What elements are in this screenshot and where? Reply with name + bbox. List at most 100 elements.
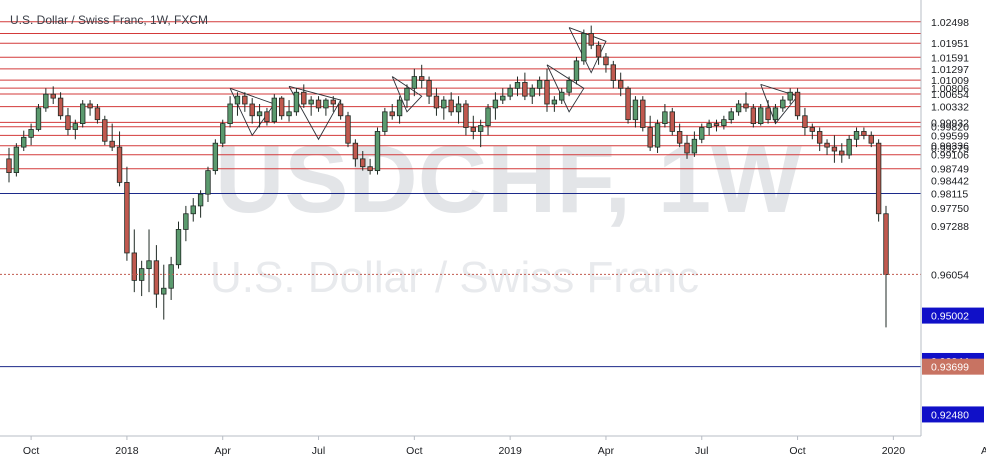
candle-body[interactable] [735, 103, 742, 113]
candle-body[interactable] [448, 99, 454, 113]
candle-body[interactable] [507, 87, 513, 97]
candle-body[interactable] [426, 80, 432, 97]
candle-body[interactable] [367, 166, 373, 172]
candle-body[interactable] [212, 142, 219, 172]
candle-body[interactable] [728, 111, 734, 121]
candle-body[interactable] [839, 150, 845, 156]
candle-body[interactable] [669, 111, 675, 132]
candle-body[interactable] [721, 119, 727, 126]
candle-body[interactable] [706, 123, 712, 128]
candle-body[interactable] [80, 103, 86, 124]
candle-body[interactable] [175, 229, 182, 266]
candle-body[interactable] [787, 91, 793, 101]
candle-body[interactable] [396, 99, 403, 117]
candle-body[interactable] [13, 146, 20, 173]
candle-body[interactable] [676, 131, 683, 144]
candle-body[interactable] [161, 287, 167, 295]
candle-body[interactable] [308, 99, 314, 105]
candle-body[interactable] [758, 107, 764, 124]
candle-body[interactable] [595, 44, 602, 58]
candle-body[interactable] [470, 127, 476, 132]
candle-body[interactable] [404, 87, 410, 101]
candle-body[interactable] [220, 123, 226, 144]
candle-body[interactable] [124, 181, 130, 254]
candle-body[interactable] [109, 140, 115, 148]
candle-body[interactable] [640, 99, 646, 128]
candle-body[interactable] [389, 111, 395, 117]
candle-body[interactable] [72, 123, 79, 130]
candle-body[interactable] [573, 60, 580, 81]
candle-body[interactable] [463, 103, 469, 128]
candle-body[interactable] [102, 119, 108, 142]
candle-body[interactable] [197, 193, 204, 207]
candle-body[interactable] [293, 91, 300, 113]
candle-body[interactable] [868, 134, 874, 144]
candle-body[interactable] [632, 99, 639, 121]
candle-body[interactable] [875, 142, 882, 215]
candle-body[interactable] [183, 213, 189, 230]
candle-body[interactable] [853, 131, 860, 140]
candle-body[interactable] [168, 264, 174, 289]
candle-body[interactable] [662, 111, 668, 124]
candle-body[interactable] [360, 158, 366, 168]
candle-body[interactable] [551, 99, 558, 105]
candle-body[interactable] [153, 260, 160, 295]
candle-body[interactable] [536, 80, 543, 89]
candle-body[interactable] [816, 131, 823, 144]
candle-body[interactable] [765, 107, 771, 121]
candle-body[interactable] [6, 158, 12, 173]
candle-body[interactable] [352, 142, 359, 160]
candle-body[interactable] [691, 138, 698, 154]
candle-body[interactable] [713, 123, 720, 126]
candle-body[interactable] [831, 146, 838, 152]
candle-body[interactable] [205, 170, 211, 195]
candle-body[interactable] [522, 82, 528, 97]
candle-body[interactable] [256, 111, 263, 117]
candle-body[interactable] [131, 252, 137, 281]
candle-body[interactable] [382, 111, 388, 132]
candle-body[interactable] [581, 33, 587, 62]
candle-body[interactable] [477, 125, 484, 132]
candle-body[interactable] [654, 123, 661, 148]
candle-body[interactable] [824, 142, 830, 148]
candle-body[interactable] [345, 115, 351, 144]
candle-body[interactable] [500, 95, 506, 101]
candle-body[interactable] [249, 103, 255, 117]
candle-body[interactable] [146, 260, 152, 270]
candle-body[interactable] [544, 80, 550, 105]
candle-body[interactable] [514, 82, 521, 89]
candle-body[interactable] [190, 205, 196, 215]
price-axis[interactable]: 1.02498 1.01951 1.015911.012971.010091.008… [922, 17, 984, 423]
candle-body[interactable] [625, 87, 631, 121]
candle-body[interactable] [28, 129, 34, 138]
candle-body[interactable] [647, 127, 653, 148]
candle-body[interactable] [433, 95, 440, 109]
candle-body[interactable] [315, 99, 322, 109]
candle-body[interactable] [743, 103, 749, 109]
candle-body[interactable] [588, 33, 594, 46]
candle-body[interactable] [411, 76, 418, 89]
candle-body[interactable] [529, 87, 535, 97]
candle-body[interactable] [286, 111, 292, 117]
candle-body[interactable] [610, 64, 617, 81]
candle-body[interactable] [603, 56, 609, 66]
candle-body[interactable] [87, 103, 93, 109]
candle-body[interactable] [43, 93, 49, 109]
candle-body[interactable] [301, 91, 307, 105]
candle-body[interactable] [264, 111, 270, 123]
candle-body[interactable] [802, 115, 808, 128]
candle-body[interactable] [883, 213, 889, 275]
candle-body[interactable] [65, 115, 71, 130]
candle-body[interactable] [94, 107, 101, 121]
candles[interactable] [6, 25, 889, 328]
candle-body[interactable] [485, 107, 491, 126]
candle-body[interactable] [492, 99, 499, 109]
candle-body[interactable] [278, 97, 285, 117]
candle-body[interactable] [618, 80, 624, 89]
candle-body[interactable] [234, 95, 241, 105]
candle-body[interactable] [699, 127, 705, 140]
candle-body[interactable] [750, 107, 757, 124]
candle-body[interactable] [227, 103, 233, 124]
candle-body[interactable] [772, 107, 779, 121]
